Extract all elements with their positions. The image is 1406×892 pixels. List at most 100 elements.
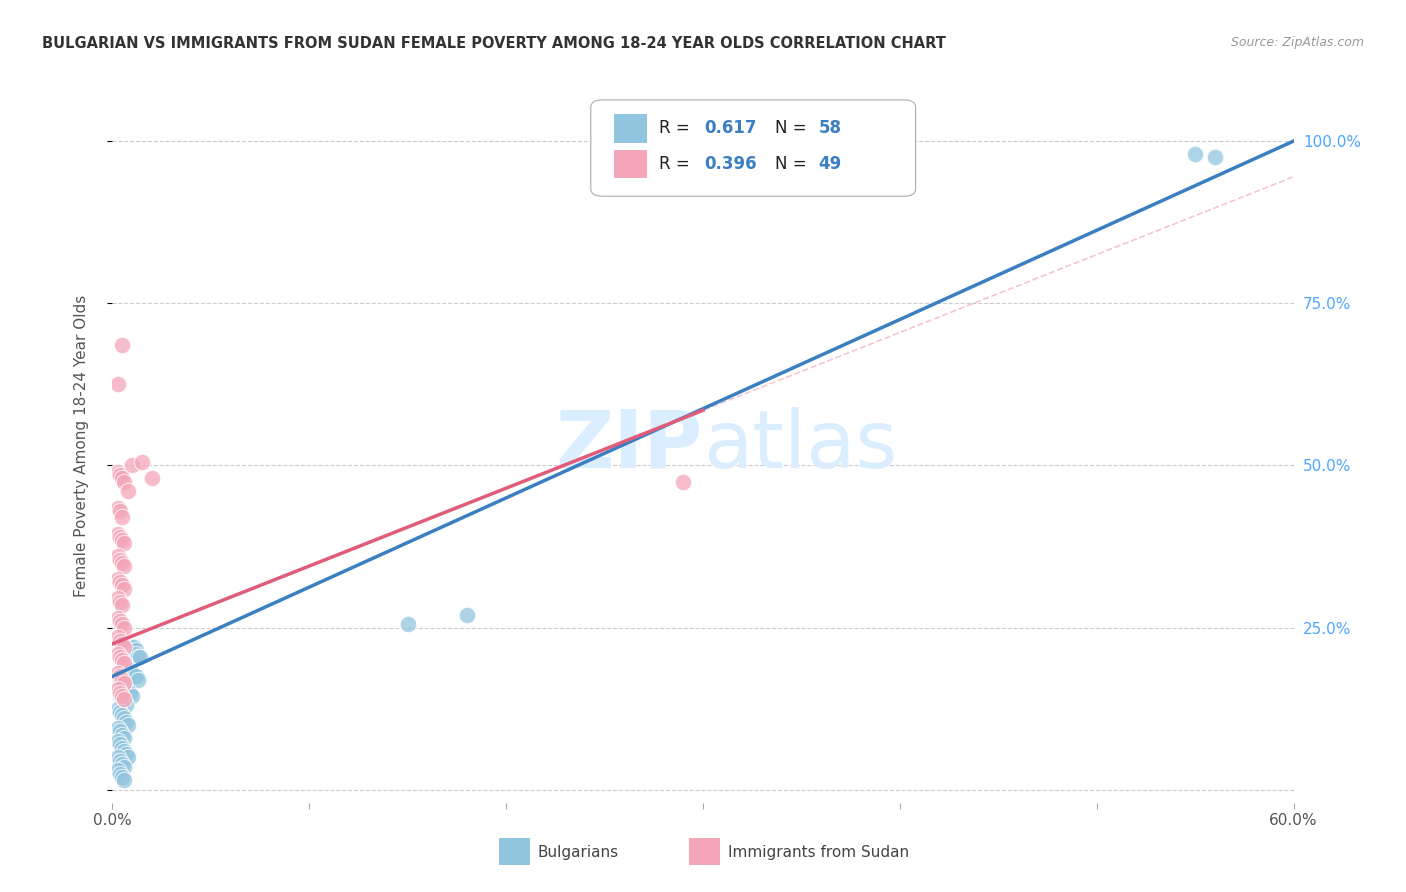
Point — [112, 692, 135, 706]
Point — [107, 666, 129, 681]
Point — [110, 649, 132, 664]
Point — [120, 640, 142, 654]
Point — [107, 721, 129, 735]
Point — [107, 702, 129, 716]
Text: ZIP: ZIP — [555, 407, 703, 485]
Point — [111, 653, 134, 667]
Point — [1184, 147, 1206, 161]
Point — [141, 471, 163, 485]
Point — [110, 738, 132, 752]
Point — [107, 572, 129, 586]
FancyBboxPatch shape — [614, 114, 648, 143]
Point — [456, 607, 478, 622]
Point — [110, 724, 132, 739]
Point — [117, 647, 139, 661]
Point — [110, 754, 132, 768]
Point — [107, 591, 129, 606]
Point — [107, 682, 129, 697]
Point — [111, 740, 134, 755]
Point — [121, 666, 143, 681]
Point — [107, 377, 129, 392]
Point — [117, 663, 139, 677]
Point — [112, 536, 135, 550]
Point — [125, 643, 148, 657]
Point — [111, 617, 134, 632]
Point — [122, 640, 145, 654]
Point — [127, 673, 149, 687]
Point — [111, 756, 134, 771]
Text: 58: 58 — [818, 120, 842, 137]
Point — [112, 621, 135, 635]
Point — [112, 695, 135, 709]
Text: 0.617: 0.617 — [704, 120, 756, 137]
Point — [112, 675, 135, 690]
Point — [112, 582, 135, 596]
Point — [110, 575, 132, 590]
Text: 49: 49 — [818, 155, 842, 173]
Point — [107, 647, 129, 661]
Point — [115, 643, 138, 657]
Text: R =: R = — [659, 155, 696, 173]
Point — [111, 728, 134, 742]
Y-axis label: Female Poverty Among 18-24 Year Olds: Female Poverty Among 18-24 Year Olds — [75, 295, 89, 597]
Point — [111, 770, 134, 784]
Point — [110, 633, 132, 648]
Point — [115, 659, 138, 673]
Point — [110, 685, 132, 699]
Point — [112, 711, 135, 725]
Point — [112, 760, 135, 774]
Point — [121, 643, 143, 657]
Point — [107, 611, 129, 625]
Text: BULGARIAN VS IMMIGRANTS FROM SUDAN FEMALE POVERTY AMONG 18-24 YEAR OLDS CORRELAT: BULGARIAN VS IMMIGRANTS FROM SUDAN FEMAL… — [42, 36, 946, 51]
Point — [110, 530, 132, 544]
Point — [111, 471, 134, 485]
Point — [117, 750, 139, 764]
Point — [110, 766, 132, 780]
Point — [107, 631, 129, 645]
Point — [107, 734, 129, 748]
Point — [111, 643, 134, 657]
Point — [120, 685, 142, 699]
Point — [121, 640, 143, 654]
Point — [115, 747, 138, 761]
Point — [129, 649, 152, 664]
Point — [111, 510, 134, 524]
Text: 0.396: 0.396 — [704, 155, 756, 173]
Point — [107, 526, 129, 541]
Point — [122, 669, 145, 683]
Point — [111, 556, 134, 570]
Point — [111, 533, 134, 547]
Point — [107, 500, 129, 515]
Point — [111, 689, 134, 703]
Point — [110, 669, 132, 683]
Point — [672, 475, 695, 489]
Text: atlas: atlas — [703, 407, 897, 485]
Text: N =: N = — [775, 120, 811, 137]
Text: N =: N = — [775, 155, 811, 173]
Point — [111, 675, 134, 690]
Point — [111, 708, 134, 723]
Point — [131, 455, 153, 469]
Point — [111, 338, 134, 352]
Point — [112, 731, 135, 745]
Point — [112, 475, 135, 489]
Point — [115, 698, 138, 713]
Point — [112, 657, 135, 671]
Point — [112, 640, 135, 654]
Point — [396, 617, 419, 632]
Point — [111, 637, 134, 651]
Point — [125, 669, 148, 683]
Point — [111, 578, 134, 592]
FancyBboxPatch shape — [591, 100, 915, 196]
FancyBboxPatch shape — [614, 150, 648, 178]
Point — [117, 718, 139, 732]
Point — [107, 764, 129, 778]
Point — [117, 484, 139, 499]
Point — [107, 465, 129, 479]
Point — [115, 682, 138, 697]
Point — [112, 744, 135, 758]
Point — [111, 692, 134, 706]
Point — [115, 714, 138, 729]
Point — [111, 657, 134, 671]
Point — [1204, 150, 1226, 164]
